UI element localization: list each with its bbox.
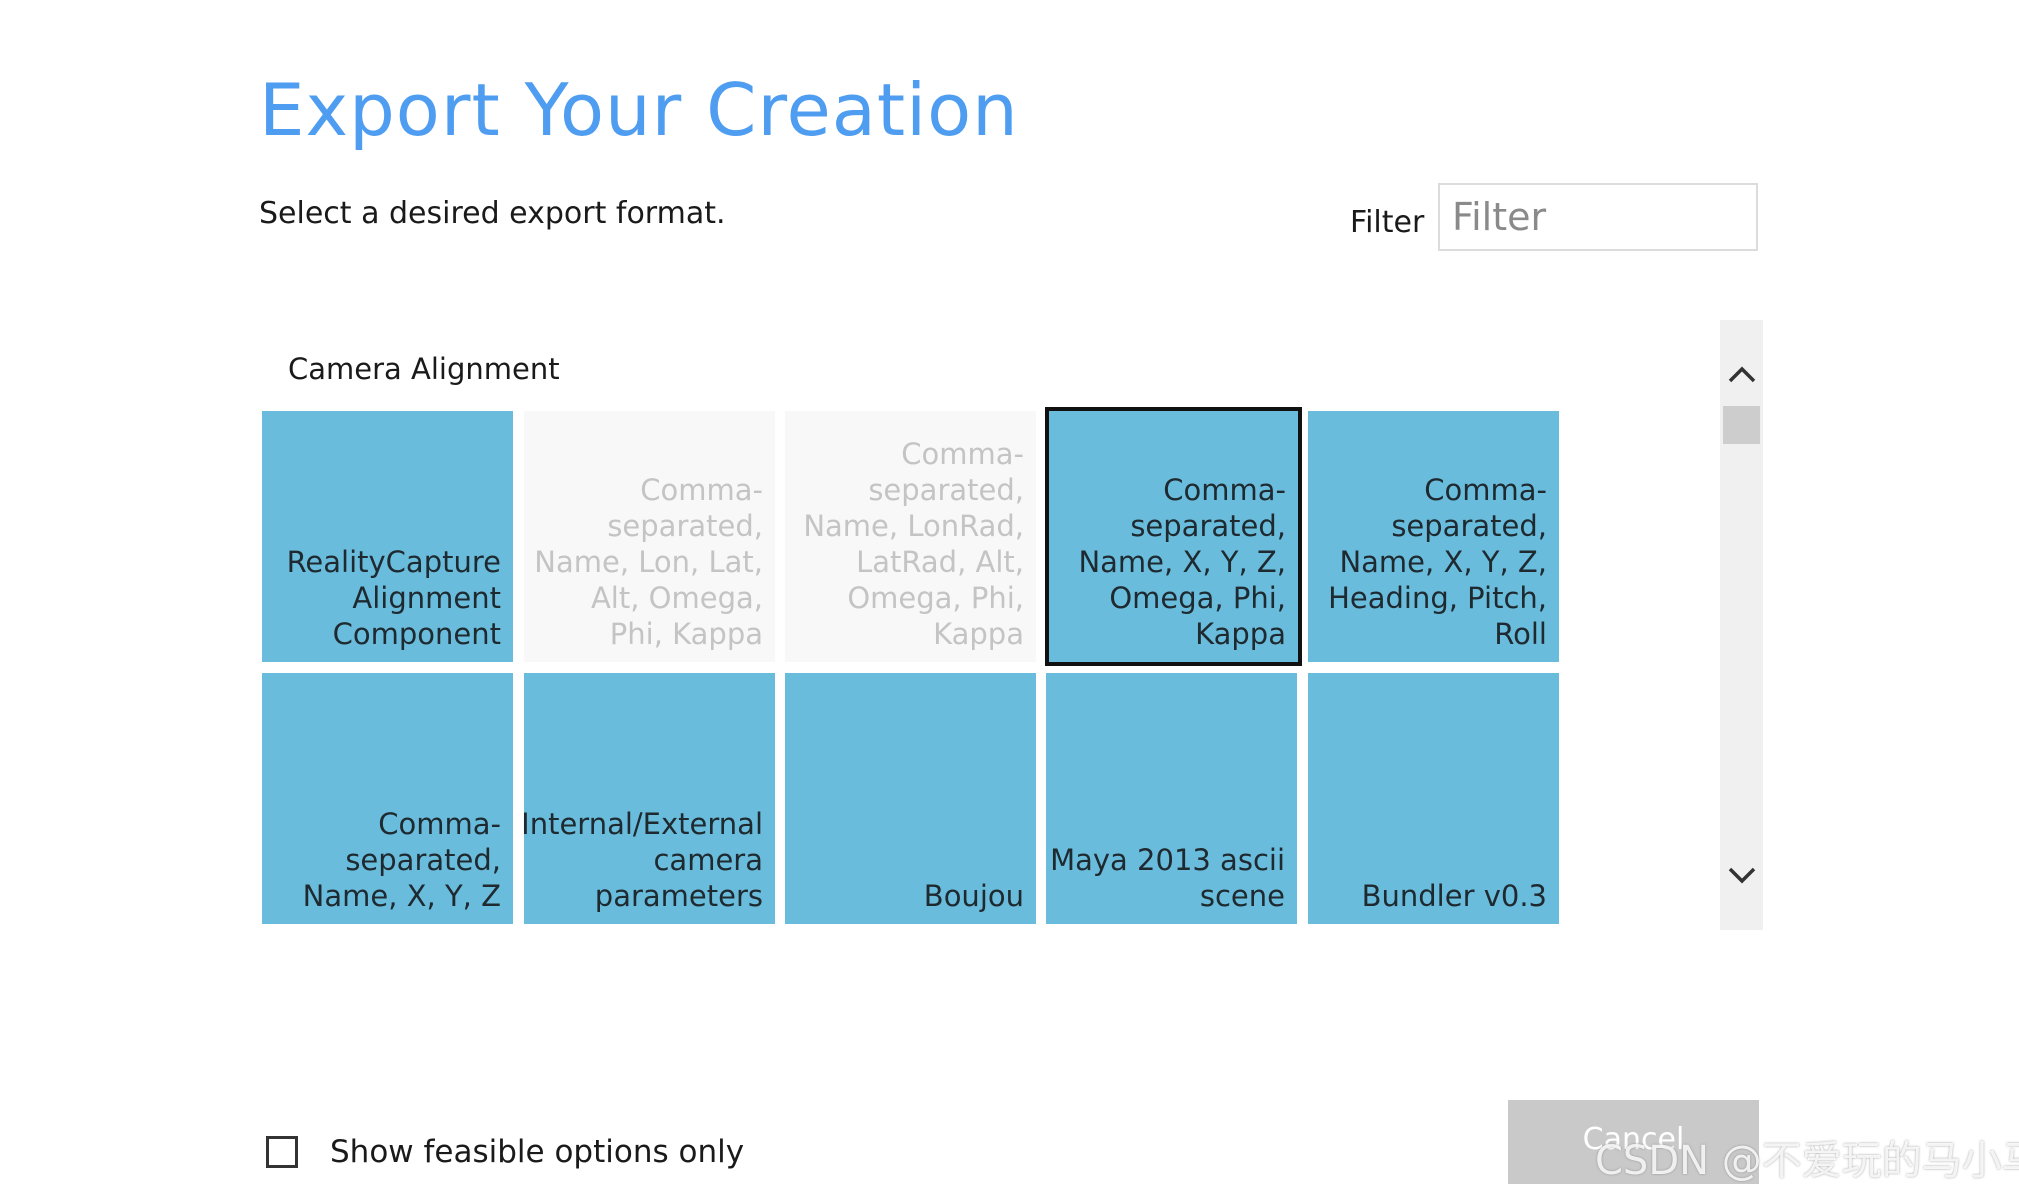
chevron-up-icon [1728,366,1755,383]
page-title: Export Your Creation [259,68,1019,152]
tile-label: Internal/External camera parameters [521,807,763,913]
instruction-text: Select a desired export format. [259,196,726,231]
export-format-tile-bundler-v03[interactable]: Bundler v0.3 [1308,673,1559,924]
export-format-tile-csv-name-lonrad-latrad-alt-omega-phi-kappa: Comma-separated, Name, LonRad, LatRad, Alt… [785,411,1036,662]
chevron-down-icon [1728,867,1755,884]
export-format-tile-csv-name-lon-lat-alt-omega-phi-kappa: Comma-separated, Name, Lon, Lat, Alt, Omeg… [524,411,775,662]
export-format-tile-csv-name-xyz-omega-phi-kappa[interactable]: Comma-separated, Name, X, Y, Z, Omega, Phi… [1045,407,1302,666]
tile-label: Comma-separated, Name, LonRad, LatRad, Alt… [803,437,1024,651]
tile-label: Comma-separated, Name, X, Y, Z, Heading, P… [1328,473,1547,651]
vertical-scrollbar[interactable] [1720,320,1763,930]
tile-label: Comma-separated, Name, X, Y, Z [302,807,501,913]
export-format-tile-realitycapture-alignment[interactable]: RealityCapture Alignment Component [262,411,513,662]
filter-input[interactable] [1438,183,1758,251]
section-title-camera-alignment: Camera Alignment [288,352,560,386]
tile-label: Bundler v0.3 [1361,879,1547,913]
scroll-down-button[interactable] [1720,854,1763,898]
tile-label: RealityCapture Alignment Component [286,545,501,651]
filter-label: Filter [1350,205,1425,240]
export-format-tile-maya-2013-ascii-scene[interactable]: Maya 2013 ascii scene [1046,673,1297,924]
export-format-tile-internal-external-camera-parameters[interactable]: Internal/External camera parameters [521,673,775,924]
feasible-options-label[interactable]: Show feasible options only [330,1134,745,1170]
export-format-tile-csv-name-xyz-heading-pitch-roll[interactable]: Comma-separated, Name, X, Y, Z, Heading, P… [1308,411,1559,662]
export-format-tile-boujou[interactable]: Boujou [785,673,1036,924]
cancel-button[interactable]: Cancel [1508,1100,1759,1184]
scroll-thumb[interactable] [1723,406,1760,444]
tile-label: Maya 2013 ascii scene [1050,843,1285,913]
export-format-tile-csv-name-xyz[interactable]: Comma-separated, Name, X, Y, Z [262,673,513,924]
watermark-text: CSDN @不爱玩的马小马 [1595,1138,2019,1184]
tile-label: Comma-separated, Name, X, Y, Z, Omega, Phi… [1078,473,1286,651]
tile-label: Boujou [923,879,1024,913]
scroll-up-button[interactable] [1720,352,1763,396]
tile-label: Comma-separated, Name, Lon, Lat, Alt, Omeg… [534,473,763,651]
feasible-options-checkbox[interactable] [266,1136,298,1168]
